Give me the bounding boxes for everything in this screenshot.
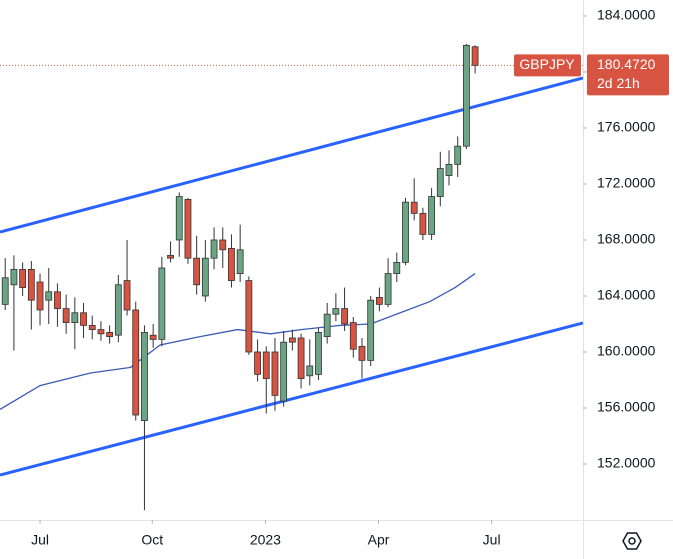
candle-body — [36, 281, 44, 311]
candle-body — [149, 334, 157, 340]
symbol-label-box — [514, 54, 581, 77]
trendline — [0, 76, 583, 234]
candle-body — [271, 351, 279, 396]
candle-body — [393, 261, 401, 274]
y-tick-label: 160.0000 — [597, 343, 656, 359]
y-tick-label: 156.0000 — [597, 399, 656, 415]
settings-icon — [622, 532, 642, 550]
countdown-label: 2d 21h — [597, 75, 640, 91]
candle-body — [471, 46, 479, 66]
price-label-box — [587, 54, 669, 96]
candle-body — [306, 365, 314, 377]
candle-body — [45, 291, 53, 301]
candle-body — [288, 337, 296, 343]
candle-body — [228, 247, 235, 281]
x-tick-label: 2023 — [250, 532, 281, 548]
x-tick-label: Apr — [368, 532, 390, 548]
candle-body — [193, 257, 201, 286]
candle-body — [297, 337, 305, 379]
x-tick-label: Jul — [31, 532, 49, 548]
candle-body — [62, 308, 70, 323]
candle-body — [280, 341, 288, 402]
candle-body — [454, 145, 462, 165]
candle-body — [436, 168, 444, 197]
candle-body — [106, 331, 114, 337]
y-tick-label: 168.0000 — [597, 231, 656, 247]
price-label: 180.4720 — [597, 56, 656, 72]
y-tick-label: 152.0000 — [597, 455, 656, 471]
candle-body — [80, 312, 87, 326]
candle-body — [367, 299, 375, 361]
candle-body — [201, 257, 209, 297]
candle-body — [323, 313, 331, 337]
candle-body — [114, 284, 122, 336]
y-tick-label: 184.0000 — [597, 7, 656, 23]
candle-body — [384, 273, 392, 305]
candle-body — [88, 324, 96, 330]
candle-body — [158, 267, 166, 340]
candle-body — [54, 291, 61, 309]
candle-body — [410, 201, 418, 214]
x-tick-label: Oct — [141, 532, 163, 548]
candle-body — [219, 239, 227, 251]
candle-body — [358, 345, 366, 361]
candle-body — [402, 201, 409, 263]
y-tick-label: 176.0000 — [597, 119, 656, 135]
candle-body — [341, 308, 348, 325]
candle-body — [141, 331, 148, 421]
moving-average — [0, 273, 476, 410]
trendline — [0, 321, 583, 477]
candle-body — [428, 196, 435, 235]
candle-body — [236, 249, 244, 274]
candle-body — [184, 198, 192, 259]
candle-body — [1, 277, 9, 305]
candle-body — [254, 351, 261, 375]
settings-button[interactable] — [622, 532, 642, 550]
candle-body — [10, 268, 18, 286]
candle-body — [167, 254, 174, 259]
candle-body — [132, 309, 140, 416]
symbol-label: GBPJPY — [519, 56, 575, 72]
y-tick-label: 172.0000 — [597, 175, 656, 191]
settings-icon-center — [628, 537, 636, 545]
candle-body — [419, 212, 427, 235]
candle-body — [123, 280, 131, 311]
y-tick-label: 164.0000 — [597, 287, 656, 303]
candle-body — [27, 268, 35, 301]
candle-body — [445, 163, 453, 176]
plot-area — [0, 43, 583, 511]
candle-body — [262, 351, 270, 379]
candle-body — [210, 239, 218, 259]
candle-body — [332, 308, 340, 315]
candle-body — [349, 322, 357, 350]
candle-body — [19, 268, 27, 288]
candle-body — [71, 312, 79, 323]
candle-body — [245, 280, 253, 353]
candle-body — [375, 296, 383, 305]
candle-body — [315, 331, 322, 375]
candle-body — [97, 329, 105, 335]
candle-body — [462, 44, 470, 147]
x-tick-label: Jul — [483, 532, 501, 548]
candle-body — [175, 196, 183, 241]
